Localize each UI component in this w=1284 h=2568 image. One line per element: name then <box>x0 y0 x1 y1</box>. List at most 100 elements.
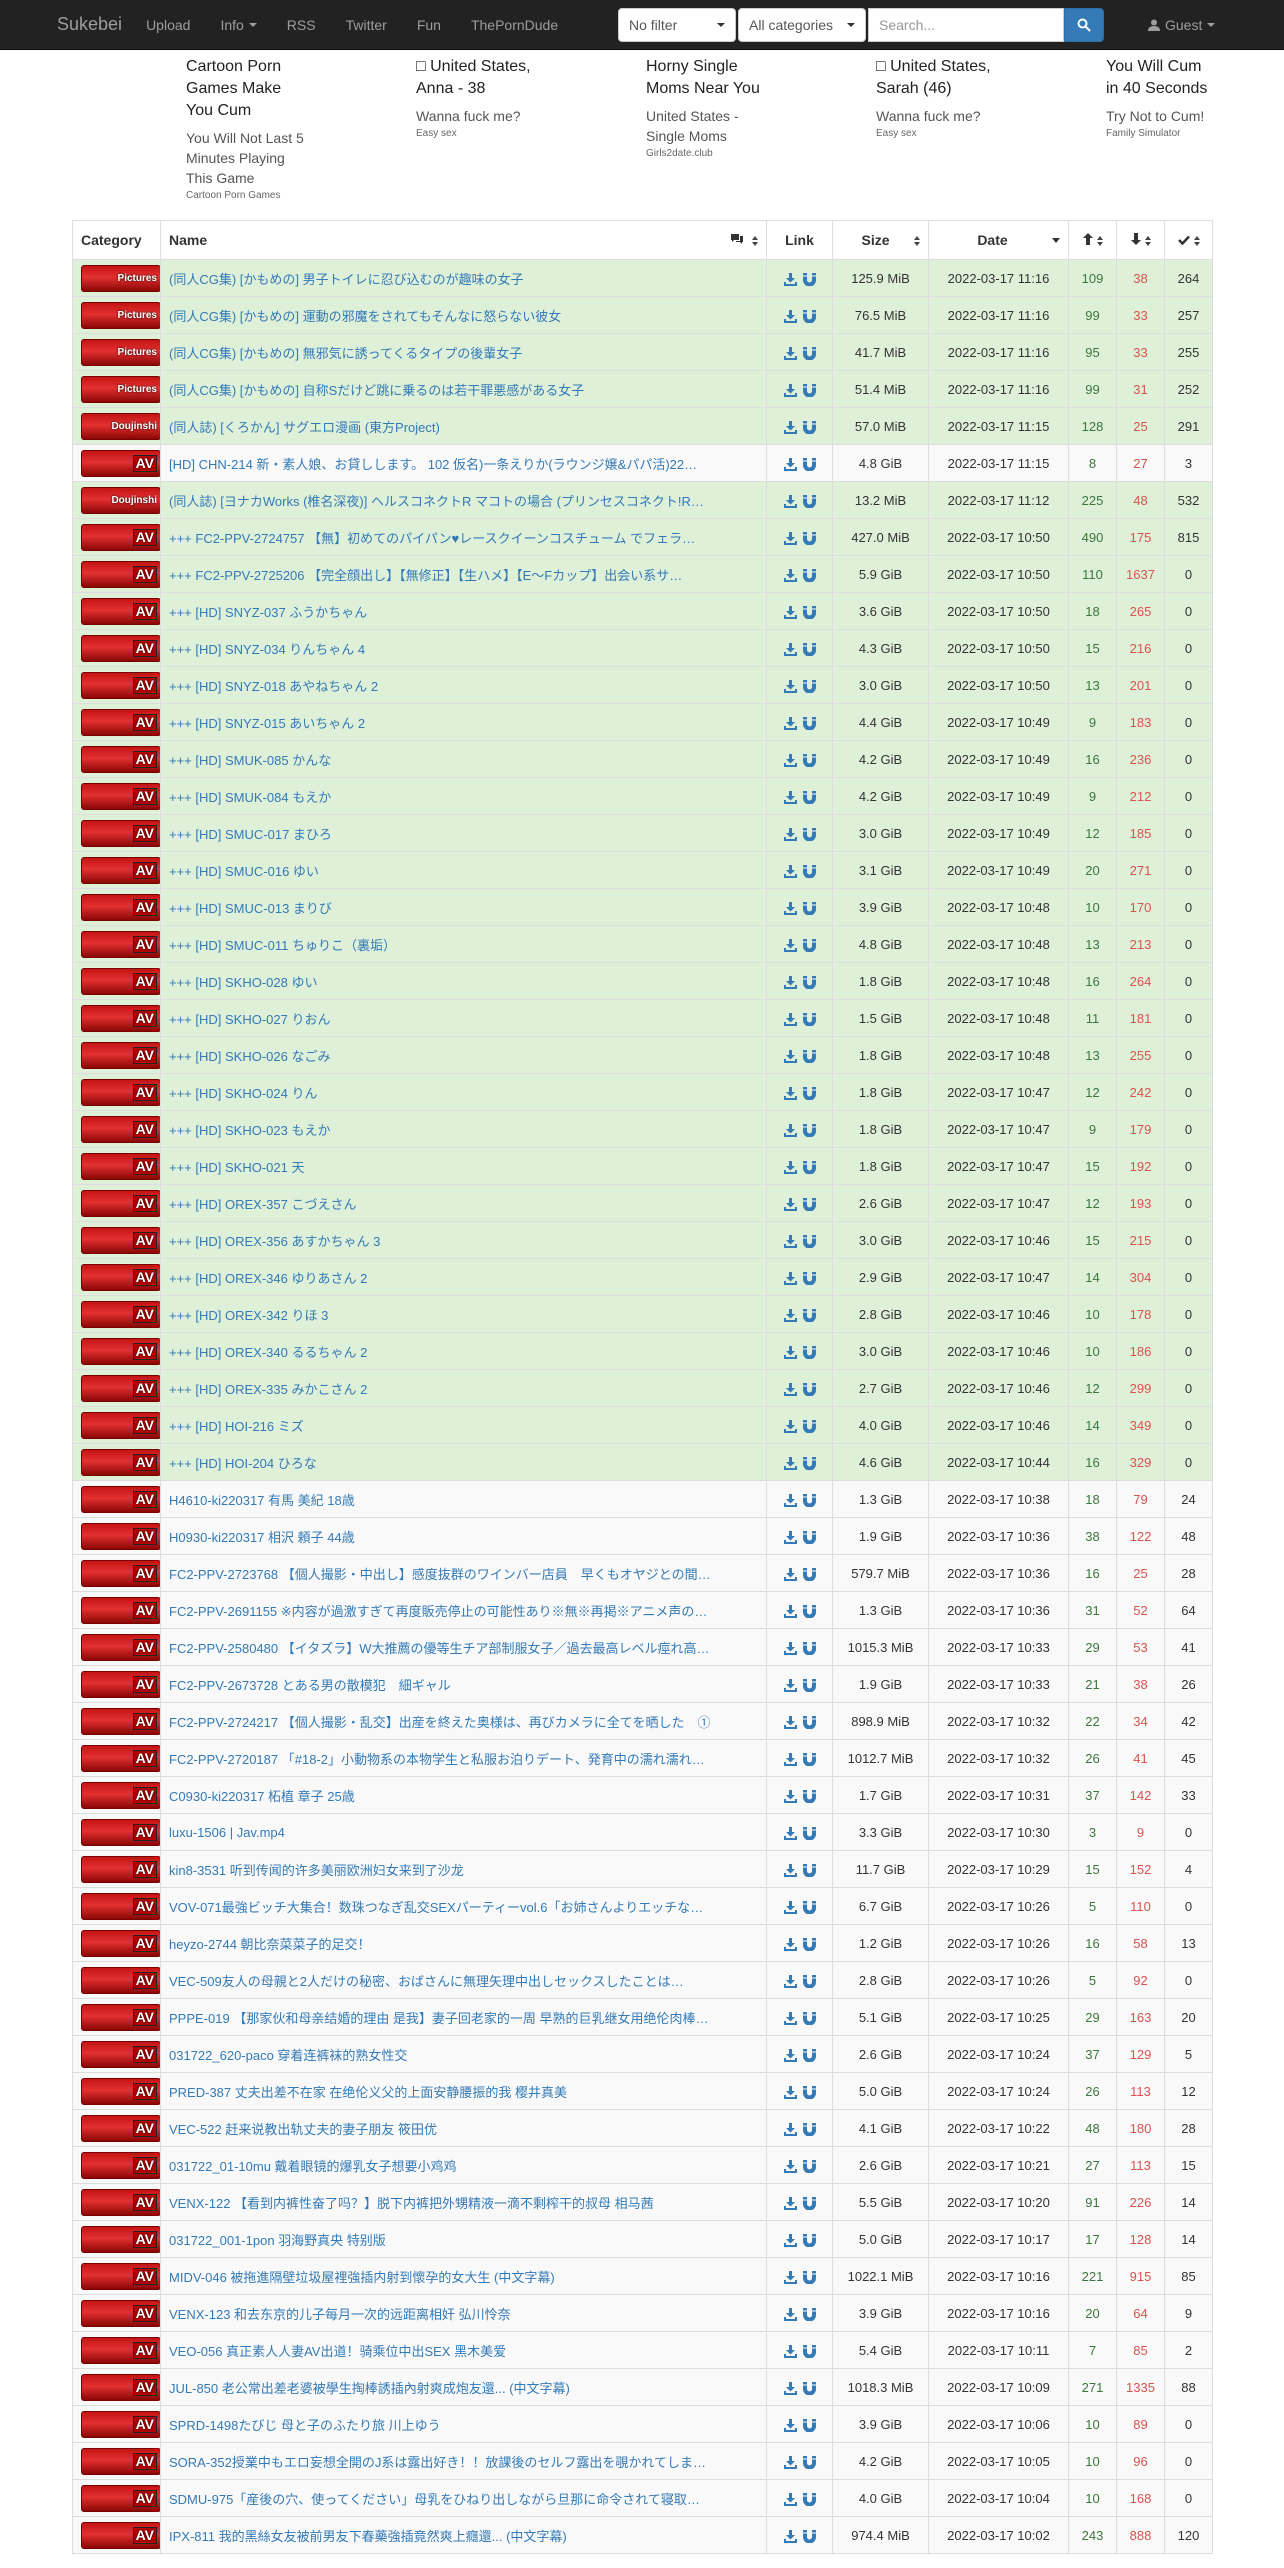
torrent-name[interactable]: +++ [HD] SKHO-021 天 <box>160 1147 767 1185</box>
torrent-name[interactable]: (同人誌) [くろかん] サグエロ漫画 (東方Project) <box>160 407 767 445</box>
download-icon[interactable] <box>783 346 797 360</box>
magnet-icon[interactable] <box>802 346 816 360</box>
category-badge[interactable]: AV <box>81 560 160 588</box>
download-icon[interactable] <box>783 2085 797 2099</box>
download-icon[interactable] <box>783 1419 797 1433</box>
magnet-icon[interactable] <box>802 420 816 434</box>
torrent-name[interactable]: SDMU-975「産後の穴、使ってください」母乳をひねり出しながら旦那に命令され… <box>160 2479 767 2517</box>
download-icon[interactable] <box>783 753 797 767</box>
magnet-icon[interactable] <box>802 2011 816 2025</box>
category-badge[interactable]: Pictures <box>81 338 160 366</box>
category-badge[interactable]: AV <box>81 2336 160 2364</box>
torrent-name[interactable]: +++ [HD] SMUK-084 もえか <box>160 777 767 815</box>
magnet-icon[interactable] <box>802 457 816 471</box>
torrent-name[interactable]: +++ [HD] SKHO-027 りおん <box>160 999 767 1037</box>
download-icon[interactable] <box>783 1678 797 1692</box>
download-icon[interactable] <box>783 2455 797 2469</box>
category-badge[interactable]: AV <box>81 1078 160 1106</box>
magnet-icon[interactable] <box>802 2455 816 2469</box>
magnet-icon[interactable] <box>802 1049 816 1063</box>
magnet-icon[interactable] <box>802 568 816 582</box>
category-badge[interactable]: AV <box>81 2262 160 2290</box>
category-badge[interactable]: AV <box>81 745 160 773</box>
category-badge[interactable]: AV <box>81 1892 160 1920</box>
category-badge[interactable]: AV <box>81 1818 160 1846</box>
category-badge[interactable]: AV <box>81 1485 160 1513</box>
magnet-icon[interactable] <box>802 1604 816 1618</box>
magnet-icon[interactable] <box>802 1197 816 1211</box>
download-icon[interactable] <box>783 2122 797 2136</box>
download-icon[interactable] <box>783 1345 797 1359</box>
download-icon[interactable] <box>783 2418 797 2432</box>
torrent-name[interactable]: FC2-PPV-2673728 とある男の散模犯 細ギャル <box>160 1665 767 1703</box>
torrent-name[interactable]: 031722_01-10mu 戴着眼镜的爆乳女子想要小鸡鸡 <box>160 2146 767 2184</box>
magnet-icon[interactable] <box>802 827 816 841</box>
category-badge[interactable]: AV <box>81 2225 160 2253</box>
category-badge[interactable]: AV <box>81 2040 160 2068</box>
search-input[interactable]: Search... <box>868 8 1064 42</box>
download-icon[interactable] <box>783 938 797 952</box>
torrent-name[interactable]: +++ [HD] SNYZ-015 あいちゃん 2 <box>160 703 767 741</box>
torrent-name[interactable]: MIDV-046 被拖進隔壁垃圾屋裡強插内射到懷孕的女大生 (中文字幕) <box>160 2257 767 2295</box>
magnet-icon[interactable] <box>802 1752 816 1766</box>
torrent-name[interactable]: +++ [HD] OREX-357 こづえさん <box>160 1184 767 1222</box>
torrent-name[interactable]: luxu-1506 | Jav.mp4 <box>160 1813 767 1851</box>
download-icon[interactable] <box>783 1530 797 1544</box>
magnet-icon[interactable] <box>802 679 816 693</box>
torrent-name[interactable]: +++ [HD] OREX-346 ゆりあさん 2 <box>160 1258 767 1296</box>
category-badge[interactable]: AV <box>81 1707 160 1735</box>
torrent-name[interactable]: +++ [HD] SMUC-017 まひろ <box>160 814 767 852</box>
category-badge[interactable]: AV <box>81 2003 160 2031</box>
download-icon[interactable] <box>783 1752 797 1766</box>
category-badge[interactable]: AV <box>81 1448 160 1476</box>
magnet-icon[interactable] <box>802 1530 816 1544</box>
magnet-icon[interactable] <box>802 864 816 878</box>
magnet-icon[interactable] <box>802 605 816 619</box>
nav-upload[interactable]: Upload <box>146 16 191 33</box>
magnet-icon[interactable] <box>802 1456 816 1470</box>
torrent-name[interactable]: FC2-PPV-2691155 ※内容が過激すぎて再度販売停止の可能性あり※無※… <box>160 1591 767 1629</box>
magnet-icon[interactable] <box>802 901 816 915</box>
category-badge[interactable]: AV <box>81 2410 160 2438</box>
header-completed[interactable] <box>1164 220 1213 260</box>
category-badge[interactable]: Doujinshi <box>81 486 160 514</box>
category-badge[interactable]: AV <box>81 1263 160 1291</box>
category-badge[interactable]: AV <box>81 2299 160 2327</box>
download-icon[interactable] <box>783 420 797 434</box>
download-icon[interactable] <box>783 2270 797 2284</box>
magnet-icon[interactable] <box>802 1863 816 1877</box>
torrent-name[interactable]: H0930-ki220317 相沢 頼子 44歳 <box>160 1517 767 1555</box>
download-icon[interactable] <box>783 1789 797 1803</box>
header-category[interactable]: Category <box>72 220 161 260</box>
torrent-name[interactable]: +++ [HD] SKHO-028 ゆい <box>160 962 767 1000</box>
torrent-name[interactable]: +++ [HD] SMUC-013 まりび <box>160 888 767 926</box>
nav-fun[interactable]: Fun <box>416 16 441 33</box>
torrent-name[interactable]: FC2-PPV-2720187 「#18-2」小動物系の本物学生と私服お泊りデー… <box>160 1739 767 1777</box>
download-icon[interactable] <box>783 1049 797 1063</box>
category-badge[interactable]: AV <box>81 2077 160 2105</box>
torrent-name[interactable]: +++ [HD] SKHO-023 もえか <box>160 1110 767 1148</box>
download-icon[interactable] <box>783 2196 797 2210</box>
nav-twitter[interactable]: Twitter <box>345 16 387 33</box>
magnet-icon[interactable] <box>802 1567 816 1581</box>
category-badge[interactable]: Pictures <box>81 301 160 329</box>
category-badge[interactable]: AV <box>81 1189 160 1217</box>
magnet-icon[interactable] <box>802 1641 816 1655</box>
magnet-icon[interactable] <box>802 1012 816 1026</box>
category-badge[interactable]: AV <box>81 1226 160 1254</box>
download-icon[interactable] <box>783 2048 797 2062</box>
torrent-name[interactable]: VEC-509友人の母親と2人だけの秘密、おばさんに無理矢理中出しセックスしたこ… <box>160 1961 767 1999</box>
torrent-name[interactable]: +++ [HD] SMUC-016 ゆい <box>160 851 767 889</box>
download-icon[interactable] <box>783 1826 797 1840</box>
magnet-icon[interactable] <box>802 272 816 286</box>
category-badge[interactable]: AV <box>81 671 160 699</box>
guest-menu[interactable]: Guest <box>1148 0 1216 50</box>
torrent-name[interactable]: +++ [HD] SNYZ-034 りんちゃん 4 <box>160 629 767 667</box>
download-icon[interactable] <box>783 1937 797 1951</box>
magnet-icon[interactable] <box>802 1160 816 1174</box>
download-icon[interactable] <box>783 1234 797 1248</box>
category-badge[interactable]: AV <box>81 2151 160 2179</box>
category-badge[interactable]: AV <box>81 819 160 847</box>
download-icon[interactable] <box>783 1641 797 1655</box>
magnet-icon[interactable] <box>802 2418 816 2432</box>
